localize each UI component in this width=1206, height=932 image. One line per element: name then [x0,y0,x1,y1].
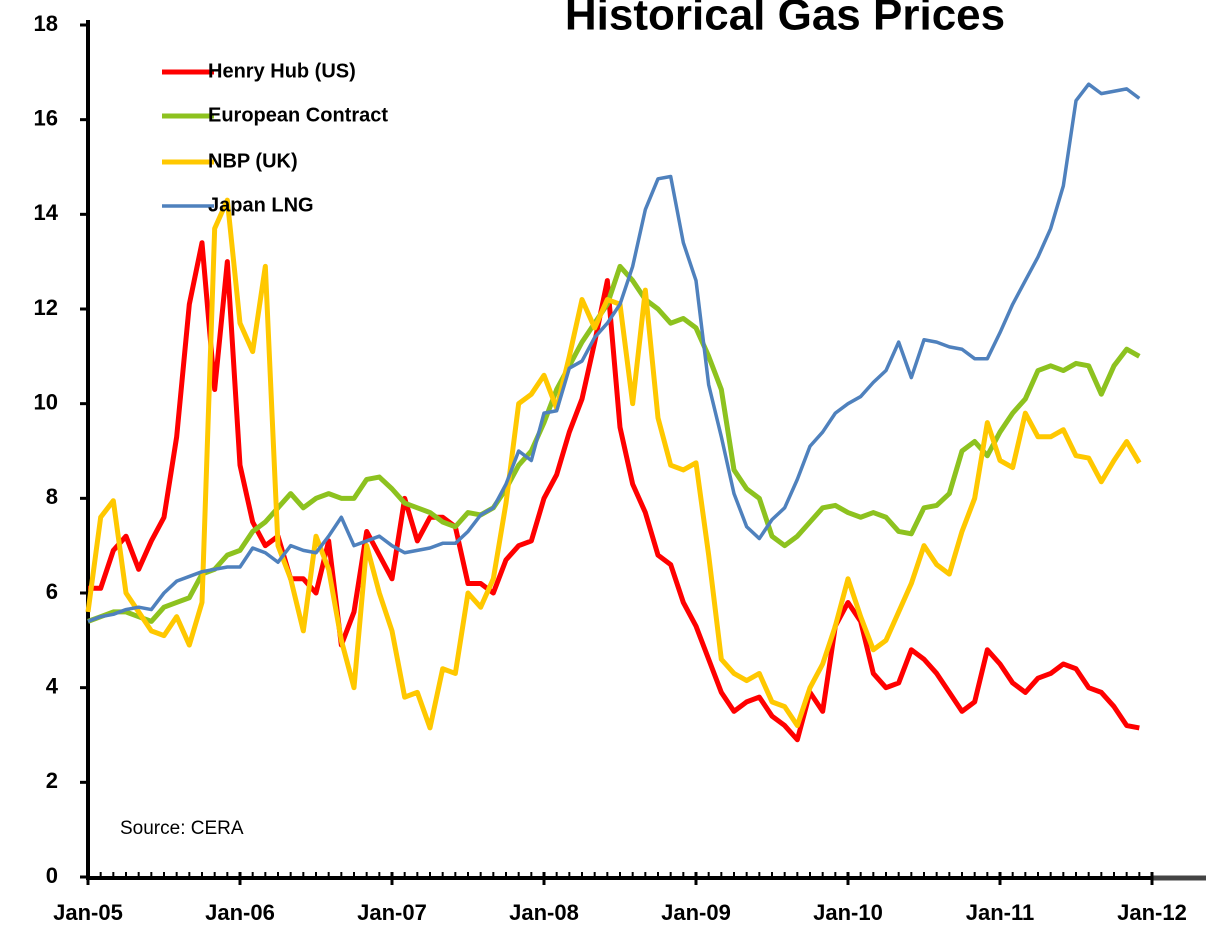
series-line [87,82,1141,624]
y-tick-label: 14 [34,200,59,225]
chart-title: Historical Gas Prices [565,0,1005,40]
x-tick-label: Jan-09 [661,900,731,925]
x-tick-label: Jan-12 [1117,900,1187,925]
series-line [87,263,1141,624]
x-tick-label: Jan-11 [966,900,1035,925]
y-tick-label: 10 [34,389,58,414]
x-tick-label: Jan-10 [813,900,883,925]
x-tick-label: Jan-06 [205,900,275,925]
series-line [88,240,1140,743]
legend-label: NBP (UK) [208,150,298,172]
y-tick-label: 2 [46,768,58,793]
legend-label: Henry Hub (US) [208,60,356,82]
y-tick-label: 18 [34,11,58,36]
x-tick-label: Jan-05 [53,900,123,925]
y-tick-label: 8 [46,484,58,509]
y-tick-label: 0 [46,863,58,888]
series-line [85,197,1142,731]
y-tick-label: 4 [46,673,59,698]
legend-label: Japan LNG [208,194,314,216]
source-note: Source: CERA [120,818,244,839]
x-tick-label: Jan-07 [357,900,427,925]
y-tick-label: 16 [34,105,58,130]
y-tick-label: 12 [34,295,58,320]
legend-label: European Contract [208,104,388,126]
x-tick-label: Jan-08 [509,900,579,925]
y-tick-label: 6 [46,579,58,604]
